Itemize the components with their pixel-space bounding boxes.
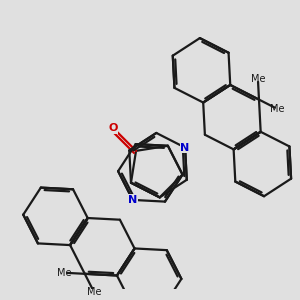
Text: Me: Me bbox=[270, 104, 284, 114]
Text: Me: Me bbox=[57, 268, 72, 278]
Text: N: N bbox=[181, 142, 190, 153]
Text: N: N bbox=[128, 195, 137, 205]
Text: Me: Me bbox=[251, 74, 265, 84]
Text: Me: Me bbox=[87, 287, 101, 297]
Text: O: O bbox=[109, 123, 118, 133]
